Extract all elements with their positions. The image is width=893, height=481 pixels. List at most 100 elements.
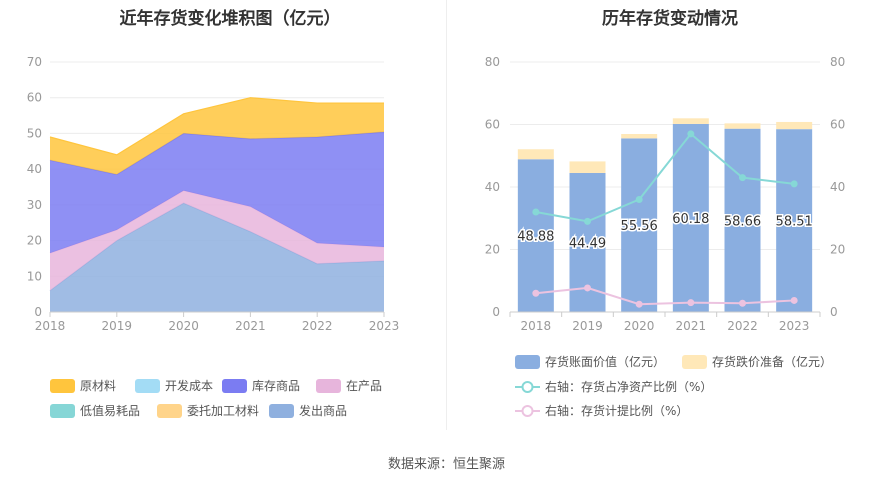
x-tick-label: 2022 <box>302 319 333 333</box>
y-tick-label: 60 <box>27 91 42 105</box>
line-point <box>739 174 746 182</box>
data-source: 数据来源：恒生聚源 <box>387 457 505 472</box>
stacked-bar-line-chart: 0 20 40 60 80 0 20 40 60 80 48.88 44.49 55.56 60.18 58… <box>485 55 846 333</box>
x-tick-label: 2020 <box>168 319 199 333</box>
line-point <box>635 300 643 308</box>
legend-label: 发出商品 <box>299 404 348 418</box>
bar <box>672 123 709 312</box>
bar <box>776 121 813 130</box>
legend-swatch <box>50 403 75 418</box>
y2-tick-label: 20 <box>830 243 845 257</box>
bar-value-label: 58.51 <box>776 215 813 230</box>
line-point <box>532 289 540 297</box>
legend-swatch <box>515 404 540 418</box>
y-tick-label: 30 <box>27 198 42 212</box>
bar <box>724 128 761 312</box>
bar <box>724 123 761 129</box>
bar-value-label: 44.49 <box>569 236 606 251</box>
legend-item[interactable]: 存货账面价值（亿元） <box>515 354 665 370</box>
area-库存商品 <box>50 132 384 254</box>
x-tick-label: 2018 <box>35 319 66 333</box>
bar <box>569 161 606 173</box>
y-tick-label: 40 <box>27 162 42 176</box>
y2-tick-label: 60 <box>830 118 845 132</box>
x-tick-label: 2019 <box>572 319 603 333</box>
line-point <box>687 130 695 138</box>
legend-item[interactable]: 存货跌价准备（亿元） <box>682 354 832 370</box>
x-tick-label: 2019 <box>102 319 133 333</box>
bar <box>517 159 554 312</box>
legend-swatch <box>269 403 294 418</box>
legend-swatch <box>682 354 707 369</box>
legend-swatch <box>515 354 540 369</box>
line-series <box>535 286 795 306</box>
right-chart-title: 历年存货变动情况 <box>602 9 738 29</box>
legend-label: 存货跌价准备（亿元） <box>712 355 833 369</box>
bar-value-label: 58.66 <box>724 214 761 229</box>
y2-tick-label: 80 <box>830 55 845 69</box>
y-tick-label: 0 <box>492 305 500 319</box>
y-tick-label: 20 <box>27 234 42 248</box>
x-tick-label: 2018 <box>521 319 552 333</box>
area-edge-原材料 <box>49 97 384 156</box>
y2-tick-label: 40 <box>830 180 845 194</box>
line-point <box>635 196 643 203</box>
x-tick-label: 2020 <box>624 319 655 333</box>
bar-value-label: 48.88 <box>517 230 554 245</box>
legend-label: 原材料 <box>80 379 117 393</box>
y-tick-label: 60 <box>485 118 500 132</box>
x-tick-label: 2023 <box>369 319 400 333</box>
legend-item[interactable]: 低值易耗品 <box>50 403 140 419</box>
legend-label: 右轴：存货计提比例（%） <box>545 404 689 418</box>
area-发出商品 <box>50 203 384 312</box>
line-point <box>790 180 798 188</box>
line-point <box>790 296 798 304</box>
line-point <box>584 217 591 225</box>
line-point <box>687 299 695 307</box>
bar <box>776 129 813 312</box>
bar <box>621 138 658 312</box>
line-point <box>584 284 591 292</box>
stacked-area-chart: 0 10 20 30 40 50 60 70 2018 2019 2020 2021 2022 2023 <box>27 55 400 333</box>
panel-divider <box>446 0 447 430</box>
legend-item[interactable]: 在产品 <box>316 378 382 394</box>
legend-label: 库存商品 <box>252 379 301 393</box>
y-tick-label: 0 <box>34 305 42 319</box>
legend-swatch <box>515 380 540 394</box>
area-在产品 <box>50 190 384 291</box>
line-point <box>739 299 746 307</box>
legend-item[interactable]: 开发成本 <box>135 378 213 394</box>
legend-swatch <box>316 378 341 393</box>
area-原材料 <box>50 97 384 175</box>
line-series <box>535 132 795 223</box>
bar <box>517 149 554 160</box>
y-tick-label: 40 <box>485 180 500 194</box>
bar <box>621 134 658 139</box>
bar <box>672 118 709 124</box>
bar-value-label: 55.56 <box>621 219 658 234</box>
x-tick-label: 2021 <box>235 319 266 333</box>
y2-tick-label: 0 <box>830 305 838 319</box>
legend-item[interactable]: 委托加工材料 <box>157 403 259 419</box>
x-tick-label: 2021 <box>676 319 707 333</box>
y-tick-label: 10 <box>27 269 42 283</box>
legend-swatch <box>157 403 182 418</box>
legend-item[interactable]: 库存商品 <box>222 378 300 394</box>
legend-label: 在产品 <box>346 379 383 393</box>
legend-item[interactable]: 右轴：存货计提比例（%） <box>515 403 688 419</box>
left-chart-title: 近年存货变化堆积图（亿元） <box>119 9 341 29</box>
line-point <box>532 208 540 216</box>
y-tick-label: 20 <box>485 243 500 257</box>
legend-label: 开发成本 <box>165 379 214 393</box>
y-tick-label: 80 <box>485 55 500 69</box>
bar-value-label: 60.18 <box>672 212 709 227</box>
legend-item[interactable]: 原材料 <box>50 378 116 394</box>
x-tick-label: 2023 <box>779 319 810 333</box>
legend-label: 存货账面价值（亿元） <box>545 355 666 369</box>
legend-label: 右轴：存货占净资产比例（%） <box>545 380 713 394</box>
legend-item[interactable]: 右轴：存货占净资产比例（%） <box>515 379 712 395</box>
legend-swatch <box>50 378 75 393</box>
legend-swatch <box>135 378 160 393</box>
legend-swatch <box>222 378 247 393</box>
legend-item[interactable]: 发出商品 <box>269 403 347 419</box>
